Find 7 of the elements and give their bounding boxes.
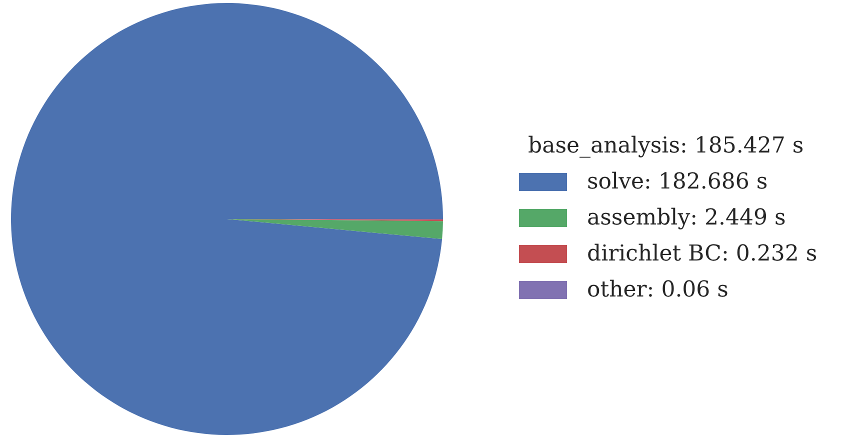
- legend-label: solve: 182.686 s: [587, 170, 768, 194]
- legend-title: base_analysis: 185.427 s: [528, 134, 804, 158]
- pie-slice: [11, 3, 443, 435]
- legend-label: assembly: 2.449 s: [587, 206, 786, 230]
- legend-label: other: 0.06 s: [587, 278, 728, 302]
- legend-label: dirichlet BC: 0.232 s: [587, 242, 818, 266]
- pie-slice: [227, 219, 443, 240]
